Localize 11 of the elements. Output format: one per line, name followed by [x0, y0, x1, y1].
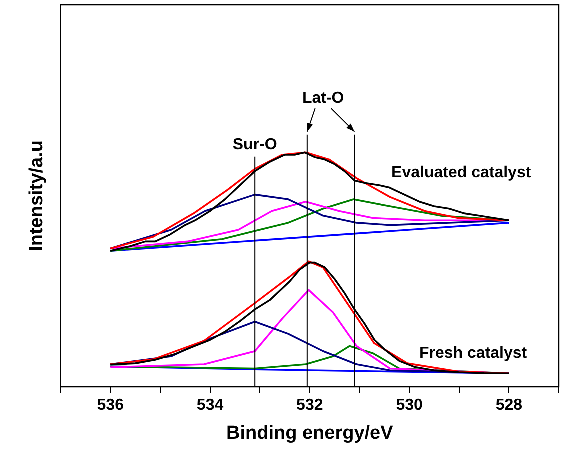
x-tick-label: 530 — [396, 397, 423, 414]
x-tick-label: 534 — [196, 397, 224, 414]
x-tick-label: 532 — [296, 397, 324, 414]
y-axis-title: Intensity/a.u — [26, 140, 48, 252]
x-tick-label: 536 — [97, 397, 124, 414]
x-axis-title: Binding energy/eV — [226, 422, 394, 444]
text: Lat-O — [302, 90, 344, 107]
annotation: Fresh catalyst — [420, 344, 528, 362]
x-tick-label: 528 — [496, 397, 523, 414]
ref-line-label: Sur-O — [232, 136, 278, 154]
annotation: Evaluated catalyst — [392, 164, 532, 182]
